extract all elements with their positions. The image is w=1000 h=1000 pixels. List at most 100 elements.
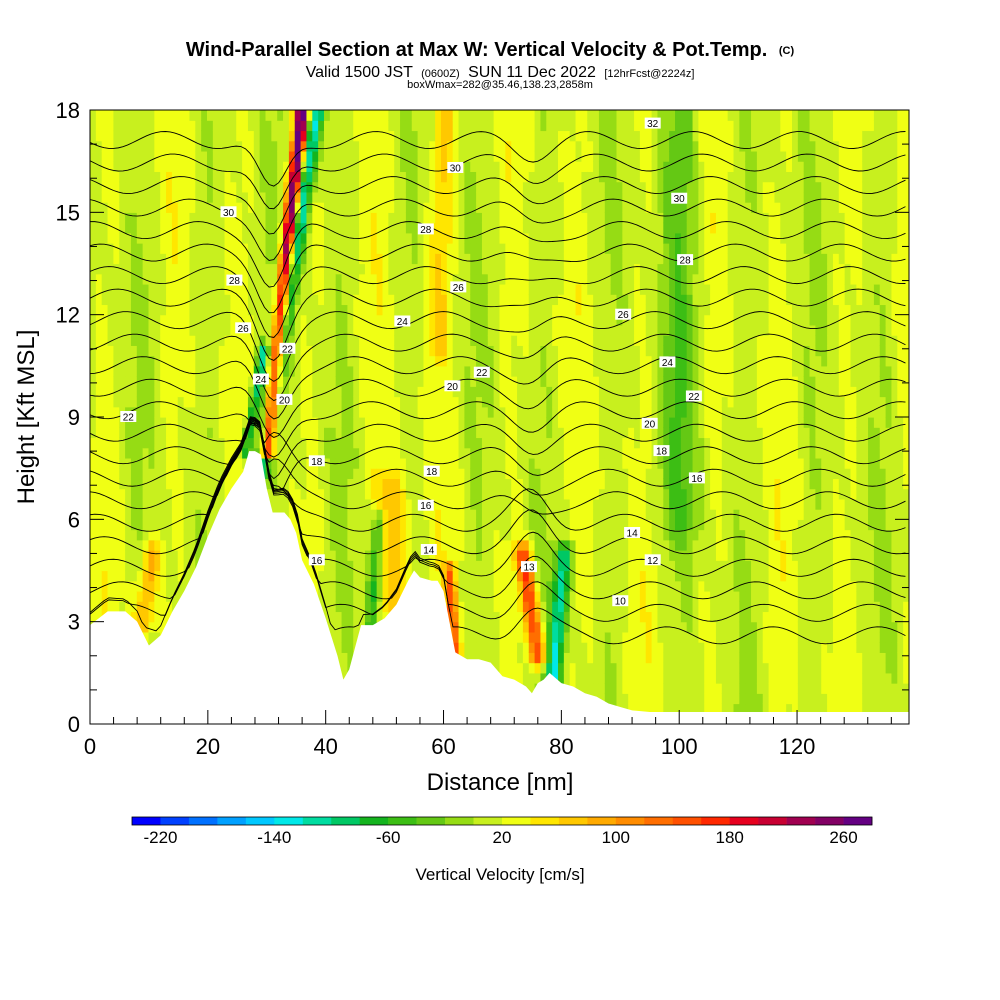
w-cell (101, 529, 109, 541)
w-cell (359, 498, 366, 510)
w-cell (136, 243, 144, 254)
w-cell (177, 580, 185, 592)
w-cell (505, 642, 512, 653)
w-cell (271, 181, 278, 193)
w-cell (376, 161, 384, 172)
w-cell (522, 406, 530, 418)
w-cell (528, 386, 536, 398)
w-cell (517, 232, 524, 244)
w-cell (277, 488, 284, 500)
w-cell (476, 222, 483, 234)
w-cell (318, 519, 325, 531)
w-cell (517, 202, 524, 213)
w-cell (493, 181, 501, 193)
w-cell (458, 365, 465, 377)
w-cell (534, 376, 542, 387)
w-cell (277, 181, 284, 193)
w-cell (546, 191, 553, 203)
w-cell (142, 120, 150, 132)
w-cell (394, 539, 401, 551)
w-cell (517, 580, 524, 592)
w-cell (441, 110, 448, 121)
w-cell (364, 529, 372, 541)
w-cell (207, 386, 214, 398)
w-cell (441, 202, 448, 213)
w-cell (265, 161, 272, 172)
w-cell (546, 417, 553, 428)
w-cell (107, 570, 114, 582)
w-cell (423, 417, 430, 428)
w-cell (552, 314, 559, 326)
w-cell (476, 519, 483, 531)
w-cell (283, 191, 290, 203)
w-cell (95, 590, 103, 602)
w-cell (452, 130, 460, 142)
w-cell (353, 294, 360, 306)
w-cell (236, 427, 243, 439)
w-cell (177, 161, 185, 172)
w-cell (171, 283, 179, 295)
w-cell (382, 468, 389, 479)
w-cell (417, 283, 425, 295)
w-cell (201, 191, 208, 203)
w-cell (90, 519, 97, 531)
w-cell (160, 529, 167, 541)
w-cell (136, 212, 144, 224)
w-cell (511, 355, 518, 367)
w-cell (528, 202, 536, 213)
w-cell (154, 202, 161, 213)
w-cell (446, 222, 454, 234)
w-cell (306, 130, 313, 142)
w-cell (511, 560, 518, 572)
w-cell (347, 427, 354, 439)
w-cell (376, 191, 384, 203)
w-cell (552, 386, 559, 398)
w-cell (136, 406, 144, 418)
w-cell (569, 263, 577, 275)
w-cell (207, 324, 214, 336)
w-cell (505, 550, 512, 561)
w-cell (142, 324, 150, 336)
w-cell (306, 529, 313, 541)
w-cell (130, 243, 138, 254)
w-cell (288, 314, 296, 326)
w-cell (265, 263, 272, 275)
w-cell (394, 478, 401, 490)
w-cell (540, 590, 547, 602)
w-cell (569, 529, 577, 541)
w-cell (265, 488, 272, 500)
w-cell (353, 498, 360, 510)
w-cell (481, 355, 489, 367)
w-cell (195, 304, 202, 316)
w-cell (189, 539, 196, 551)
w-cell (534, 457, 542, 469)
w-cell (224, 355, 231, 367)
w-cell (283, 140, 290, 152)
w-cell (382, 110, 389, 121)
w-cell (364, 427, 372, 439)
w-cell (452, 468, 460, 479)
w-cell (329, 447, 337, 459)
w-cell (247, 406, 255, 418)
w-cell (446, 110, 454, 121)
w-cell (481, 652, 489, 664)
w-cell (546, 243, 553, 254)
w-cell (540, 417, 547, 428)
w-cell (435, 232, 442, 244)
w-cell (90, 273, 97, 285)
w-cell (400, 212, 407, 224)
w-cell (487, 468, 495, 479)
w-cell (446, 570, 454, 582)
w-cell (271, 243, 278, 254)
w-cell (148, 212, 155, 224)
w-cell (300, 376, 308, 387)
w-cell (458, 550, 465, 561)
w-cell (195, 519, 202, 531)
w-cell (528, 601, 536, 613)
w-cell (446, 294, 454, 306)
w-cell (563, 324, 571, 336)
w-cell (388, 447, 395, 459)
w-cell (177, 253, 185, 265)
w-cell (318, 294, 325, 306)
w-cell (189, 140, 196, 152)
